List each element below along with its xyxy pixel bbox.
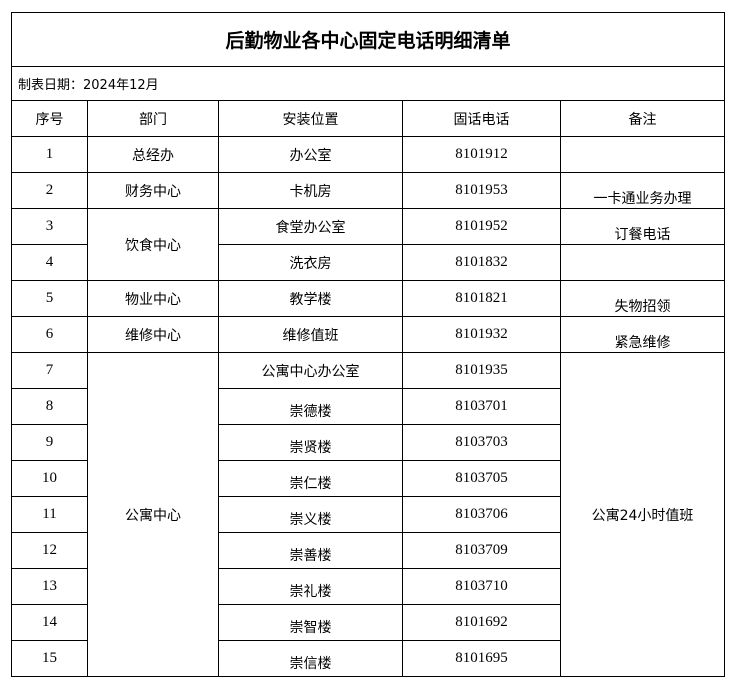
table-row: 14 崇智楼 8101692 [11, 604, 725, 641]
row-number: 15 [11, 640, 88, 677]
phone-cell: 8103710 [402, 568, 561, 605]
phone-cell: 8103701 [402, 388, 561, 425]
row-number: 4 [11, 244, 88, 281]
location-cell: 崇善楼 [218, 532, 403, 569]
row-number: 2 [11, 172, 88, 209]
table-title: 后勤物业各中心固定电话明细清单 [11, 12, 725, 67]
department-cell: 公寓中心 [87, 352, 219, 677]
row-number: 6 [11, 316, 88, 353]
header-row: 序号 部门 安装位置 固话电话 备注 [11, 100, 725, 137]
location-cell: 办公室 [218, 136, 403, 173]
department-cell: 维修中心 [87, 316, 219, 353]
row-number: 3 [11, 208, 88, 245]
location-cell: 崇德楼 [218, 388, 403, 425]
location-cell: 崇贤楼 [218, 424, 403, 461]
phone-cell: 8103709 [402, 532, 561, 569]
remark-cell [560, 244, 725, 281]
table-row: 2 财务中心 卡机房 8101953 一卡通业务办理 [11, 172, 725, 209]
location-cell: 崇仁楼 [218, 460, 403, 497]
row-number: 9 [11, 424, 88, 461]
row-number: 10 [11, 460, 88, 497]
table-row: 11 崇义楼 8103706 [11, 496, 725, 533]
location-cell: 公寓中心办公室 [218, 352, 403, 389]
remark-cell: 一卡通业务办理 [560, 172, 725, 209]
table-row: 3 饮食中心 食堂办公室 8101952 订餐电话 [11, 208, 725, 281]
location-cell: 崇义楼 [218, 496, 403, 533]
location-cell: 崇礼楼 [218, 568, 403, 605]
phone-cell: 8101953 [402, 172, 561, 209]
table-row: 15 崇信楼 8101695 [11, 640, 725, 677]
phone-cell: 8101695 [402, 640, 561, 677]
header-phone: 固话电话 [402, 100, 561, 137]
phone-cell: 8103706 [402, 496, 561, 533]
table-row: 6 维修中心 维修值班 8101932 紧急维修 [11, 316, 725, 353]
department-cell: 财务中心 [87, 172, 219, 209]
remark-cell: 公寓24小时值班 [560, 352, 725, 677]
header-remark: 备注 [560, 100, 725, 137]
phone-cell: 8101932 [402, 316, 561, 353]
phone-cell: 8101912 [402, 136, 561, 173]
phone-cell: 8101952 [402, 208, 561, 245]
row-number: 7 [11, 352, 88, 389]
location-cell: 食堂办公室 [218, 208, 403, 245]
row-number: 11 [11, 496, 88, 533]
location-cell: 卡机房 [218, 172, 403, 209]
location-cell: 维修值班 [218, 316, 403, 353]
department-cell: 饮食中心 [87, 208, 219, 281]
phone-list-table: 后勤物业各中心固定电话明细清单 制表日期：2024年12月 序号 部门 安装位置… [11, 12, 725, 677]
location-cell: 崇信楼 [218, 640, 403, 677]
date-label: 制表日期：2024年12月 [11, 66, 725, 101]
table-row: 5 物业中心 教学楼 8101821 失物招领 [11, 280, 725, 317]
department-cell: 物业中心 [87, 280, 219, 317]
location-cell: 教学楼 [218, 280, 403, 317]
row-number: 13 [11, 568, 88, 605]
table-row: 7 公寓中心 公寓中心办公室 8101935 公寓24小时值班 [11, 352, 725, 677]
row-number: 14 [11, 604, 88, 641]
table-row: 9 崇贤楼 8103703 [11, 424, 725, 461]
table-row: 10 崇仁楼 8103705 [11, 460, 725, 497]
remark-cell: 订餐电话 [560, 208, 725, 245]
remark-cell [560, 136, 725, 173]
phone-cell: 8103705 [402, 460, 561, 497]
phone-cell: 8101821 [402, 280, 561, 317]
header-dept: 部门 [87, 100, 219, 137]
header-no: 序号 [11, 100, 88, 137]
phone-cell: 8101832 [402, 244, 561, 281]
header-location: 安装位置 [218, 100, 403, 137]
phone-cell: 8101692 [402, 604, 561, 641]
row-number: 5 [11, 280, 88, 317]
location-cell: 崇智楼 [218, 604, 403, 641]
location-cell: 洗衣房 [218, 244, 403, 281]
remark-cell: 紧急维修 [560, 316, 725, 353]
phone-cell: 8103703 [402, 424, 561, 461]
table-row: 13 崇礼楼 8103710 [11, 568, 725, 605]
department-cell: 总经办 [87, 136, 219, 173]
table-row: 8 崇德楼 8103701 [11, 388, 725, 425]
row-number: 8 [11, 388, 88, 425]
table-row: 1 总经办 办公室 8101912 [11, 136, 725, 173]
remark-cell: 失物招领 [560, 280, 725, 317]
row-number: 1 [11, 136, 88, 173]
row-number: 12 [11, 532, 88, 569]
phone-cell: 8101935 [402, 352, 561, 389]
